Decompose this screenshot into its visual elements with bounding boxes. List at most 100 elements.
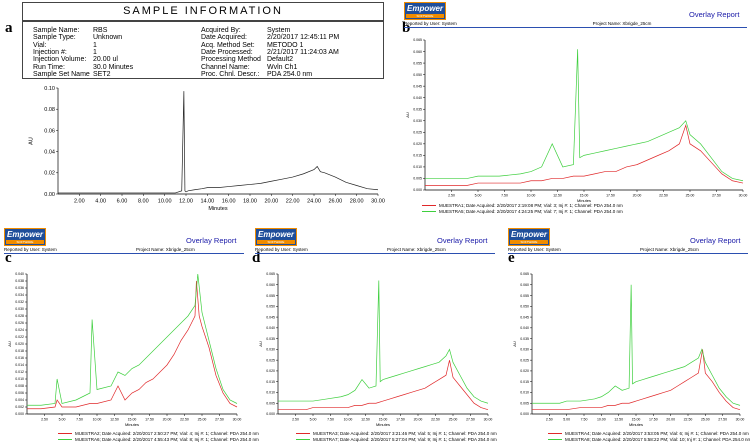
x-tick-label: 7.50 <box>581 418 588 422</box>
y-tick-label: 0.055 <box>266 294 275 298</box>
x-tick-label: 10.00 <box>597 418 606 422</box>
legend-series-name: MUESTRA4; <box>565 431 593 436</box>
y-tick-label: 0.040 <box>413 96 422 100</box>
y-tick-label: 0.055 <box>413 61 422 65</box>
x-tick-label: 30.00 <box>371 199 385 205</box>
x-tick-label: 16.00 <box>222 199 236 205</box>
header-rule <box>404 27 747 28</box>
y-tick-label: 0.045 <box>520 315 529 319</box>
y-tick-label: 0.000 <box>15 412 24 416</box>
legend-entry: MUESTRA5; Date Acquired: 2/20/2017 4:24:… <box>422 209 623 215</box>
x-tick-label: 30.00 <box>484 418 493 422</box>
empower-logo: Empower SOFTWARE <box>255 228 297 246</box>
x-tick-label: 15.00 <box>128 418 137 422</box>
legend-entry: MUESTRA8; Date Acquired: 2/20/2017 5:58:… <box>548 437 750 443</box>
x-tick-label: 5.00 <box>59 418 66 422</box>
x-axis-label: Minutes <box>629 422 643 427</box>
legend-entry: MUESTRA6; Date Acquired: 2/20/2017 4:55:… <box>58 437 259 443</box>
project-name: Project Name: Xbrigde_25cm <box>387 247 446 252</box>
y-tick-label: 0.008 <box>15 384 24 388</box>
y-tick-label: 0.024 <box>15 328 24 332</box>
x-tick-label: 27.50 <box>718 418 727 422</box>
y-tick-label: 0.035 <box>413 107 422 111</box>
overlay-report-title: Overlay Report <box>186 236 237 245</box>
x-tick-label: 15.00 <box>379 418 388 422</box>
x-tick-label: 17.50 <box>606 194 615 198</box>
info-label: Injection #: <box>33 48 67 56</box>
x-tick-label: 10.00 <box>527 194 536 198</box>
series-line <box>58 91 379 194</box>
project-name: Project Name: Xbrigde_25cm <box>640 247 699 252</box>
legend-swatch <box>58 433 72 435</box>
y-tick-label: 0.10 <box>44 86 55 92</box>
y-tick-label: 0.065 <box>413 38 422 42</box>
y-tick-label: 0.030 <box>413 119 422 123</box>
info-row: Injection Volume: 20.00 ul <box>33 56 118 63</box>
legend-d: MUESTRA3; Date Acquired: 2/20/2017 3:21:… <box>296 431 497 442</box>
header-rule <box>508 253 748 254</box>
series-line <box>278 360 489 411</box>
header-rule <box>255 253 495 254</box>
chromatogram-d: 0.000 0.005 0.010 0.015 0.020 0.025 0.030 0.035… <box>258 272 493 427</box>
x-tick-label: 14.00 <box>200 199 214 205</box>
panel-label-c: c <box>5 250 12 266</box>
y-tick-label: 0.000 <box>520 412 529 416</box>
x-tick-label: 22.50 <box>659 194 668 198</box>
y-axis-label: AU <box>7 341 12 347</box>
info-label: Date Processed: <box>201 48 253 56</box>
y-tick-label: 0.045 <box>266 315 275 319</box>
x-tick-label: 12.50 <box>110 418 119 422</box>
reported-by: Reported by User: System <box>4 247 57 252</box>
legend-series-name: MUESTRA5; <box>439 208 467 214</box>
x-tick-label: 15.00 <box>632 418 641 422</box>
x-tick-label: 20.00 <box>666 418 675 422</box>
x-tick-label: 18.00 <box>243 199 257 205</box>
overlay-report-title: Overlay Report <box>437 236 488 245</box>
empower-logo: Empower SOFTWARE <box>4 228 46 246</box>
y-tick-label: 0.050 <box>413 73 422 77</box>
info-row: Processing Method Default2 <box>201 56 293 63</box>
y-tick-label: 0.050 <box>266 305 275 309</box>
x-tick-label: 20.00 <box>264 199 278 205</box>
info-label: Processing Method <box>201 56 261 64</box>
legend-entry: MUESTRA2; Date Acquired: 2/20/2017 2:50:… <box>58 431 259 437</box>
x-tick-label: 12.50 <box>553 194 562 198</box>
info-label: Date Acquired: <box>201 34 247 42</box>
y-tick-label: 0.022 <box>15 335 24 339</box>
legend-series-name: MUESTRA6; <box>75 436 103 442</box>
y-tick-label: 0.018 <box>15 349 24 353</box>
y-tick-label: 0.00 <box>44 192 55 198</box>
y-tick-label: 0.040 <box>15 272 24 276</box>
reported-by: Reported by User: System <box>508 247 561 252</box>
y-tick-label: 0.005 <box>266 401 275 405</box>
x-tick-label: 27.50 <box>215 418 224 422</box>
x-axis-label: Minutes <box>208 206 228 212</box>
y-tick-label: 0.040 <box>266 326 275 330</box>
legend-details: Date Acquired: 2/20/2017 2:50:27 PM; Via… <box>102 431 259 436</box>
legend-swatch <box>548 438 562 440</box>
y-tick-label: 0.025 <box>266 358 275 362</box>
x-tick-label: 20.00 <box>163 418 172 422</box>
x-tick-label: 2.00 <box>74 199 85 205</box>
y-tick-label: 0.015 <box>520 380 529 384</box>
info-row: Injection #: 1 <box>33 49 97 56</box>
y-tick-label: 0.020 <box>266 369 275 373</box>
x-tick-label: 2.50 <box>546 418 553 422</box>
panel-label-b: b <box>402 20 411 36</box>
panel-label-a: a <box>5 20 13 36</box>
info-label: Sample Name: <box>33 27 80 34</box>
x-tick-label: 24.00 <box>307 199 321 205</box>
panel-label-d: d <box>252 250 261 266</box>
x-tick-label: 5.00 <box>310 418 317 422</box>
info-label: Proc. Chnl. Descr.: <box>201 70 260 78</box>
info-row: Proc. Chnl. Descr.: PDA 254.0 nm <box>201 71 312 78</box>
info-value: 30.0 Minutes <box>93 63 134 71</box>
y-tick-label: 0.045 <box>413 84 422 88</box>
logo-text: Empower <box>511 230 548 239</box>
y-tick-label: 0.010 <box>266 391 275 395</box>
x-tick-label: 17.50 <box>145 418 154 422</box>
x-tick-label: 5.00 <box>475 194 482 198</box>
y-tick-label: 0.035 <box>520 337 529 341</box>
y-tick-label: 0.000 <box>413 188 422 192</box>
legend-series-name: MUESTRA1; <box>439 203 467 208</box>
